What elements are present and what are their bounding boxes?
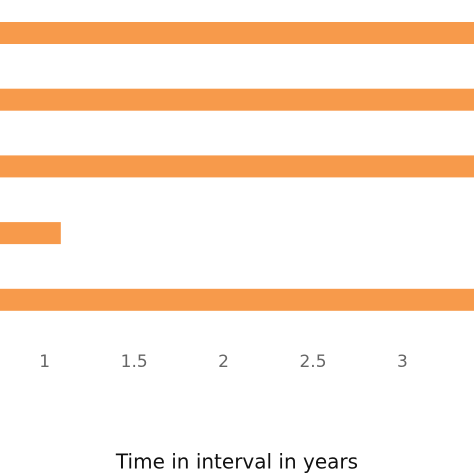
x-tick-label: 2.5 <box>299 352 326 372</box>
bar <box>0 155 474 178</box>
x-tick-label: 3 <box>397 352 408 372</box>
bar <box>0 288 474 311</box>
bar <box>0 222 61 245</box>
bar <box>0 88 474 111</box>
x-axis-title: Time in interval in years <box>115 450 358 474</box>
x-tick-label: 1.5 <box>121 352 148 372</box>
bar <box>0 22 474 44</box>
x-tick-label: 2 <box>218 352 229 372</box>
x-tick-label: 1 <box>39 352 50 372</box>
